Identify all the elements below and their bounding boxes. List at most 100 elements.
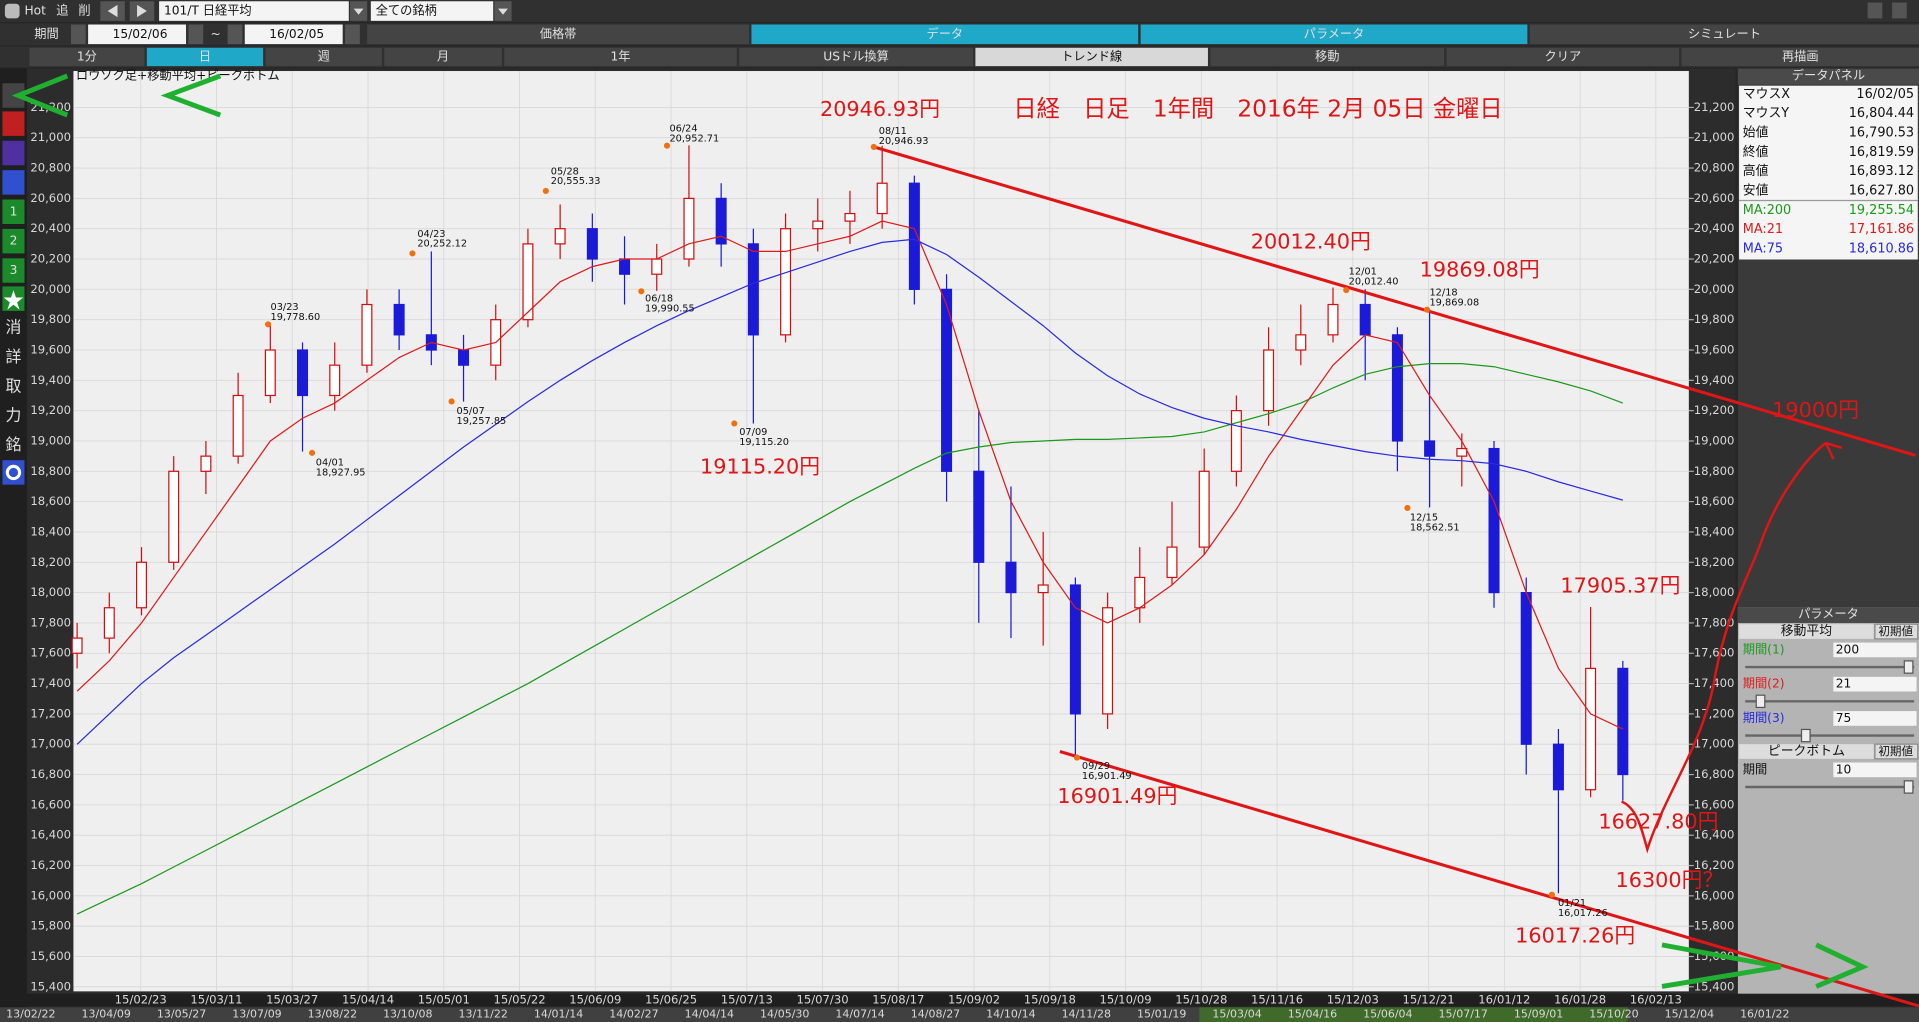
section-title: 移動平均 (1781, 624, 1832, 639)
symbol-box[interactable] (159, 1, 349, 21)
ma-line (76, 363, 1624, 915)
slider-thumb[interactable] (1755, 694, 1766, 709)
slider-thumb[interactable] (1800, 728, 1811, 743)
param-input[interactable] (1833, 762, 1917, 778)
y-tick-label: 18,000 (1694, 585, 1735, 599)
tool-label[interactable]: 銘 (6, 435, 22, 454)
peak-dot (264, 321, 272, 328)
reset-button[interactable] (1874, 743, 1919, 760)
start-prev[interactable] (70, 24, 86, 45)
y-tick-label: 16,800 (1694, 767, 1735, 781)
y-tick-label: 15,400 (1694, 979, 1735, 993)
peak-dot (1423, 306, 1431, 313)
x-tick-label: 15/09/18 (1024, 992, 1076, 1006)
navigator-selection[interactable] (1199, 1007, 1628, 1022)
tool-icon[interactable] (2, 111, 25, 136)
param-input[interactable] (1833, 711, 1917, 726)
candle-body (1069, 584, 1081, 715)
slider-thumb[interactable] (1903, 780, 1914, 794)
tool-icon[interactable] (2, 170, 25, 195)
y-tick-label: 21,000 (1694, 130, 1735, 144)
y-tick-label-left: 17,800 (30, 615, 71, 629)
y-tick-label-left: 16,000 (30, 888, 71, 902)
param-label: 期間 (1743, 762, 1767, 776)
delete-button[interactable]: 削 (78, 4, 90, 18)
x-tick-label: 15/06/09 (569, 992, 621, 1006)
slider-thumb[interactable] (1903, 660, 1914, 674)
star-icon (3, 290, 24, 310)
candle-body (619, 258, 631, 275)
button[interactable] (1446, 47, 1680, 67)
tool-icon[interactable] (2, 460, 25, 485)
y-tick-label: 17,200 (1694, 706, 1735, 720)
button-label: クリア (1545, 49, 1582, 63)
candle-body (1198, 470, 1210, 548)
period-label: 期間 (34, 27, 58, 41)
button[interactable] (1681, 47, 1919, 67)
button-label: 月 (437, 49, 449, 63)
button[interactable] (504, 47, 737, 67)
button[interactable] (975, 47, 1208, 67)
button-label: 移動 (1315, 49, 1339, 63)
tab[interactable] (1140, 24, 1528, 45)
data-panel-title: データパネル (1792, 67, 1865, 82)
tool-icon[interactable] (2, 140, 25, 166)
peak-dot (1073, 754, 1081, 761)
x-tick-label: 15/07/30 (796, 992, 848, 1006)
tab[interactable] (1529, 24, 1919, 45)
tab[interactable] (751, 24, 1139, 45)
peak-value: 19,257.85 (456, 416, 506, 427)
section-header (1739, 744, 1874, 759)
candle-body (941, 288, 953, 472)
reset-button[interactable] (1874, 623, 1919, 640)
navigator-label: 13/10/08 (383, 1008, 432, 1021)
candle-body (71, 637, 83, 654)
tool-icon[interactable] (2, 258, 25, 283)
candle-body (747, 243, 759, 336)
candle-body (1552, 743, 1564, 791)
start-next[interactable] (188, 24, 204, 45)
param-input[interactable] (1833, 676, 1917, 692)
add-button[interactable]: 追 (56, 3, 68, 18)
tab[interactable] (367, 24, 749, 45)
button[interactable] (146, 47, 264, 67)
y-tick-label-left: 19,000 (30, 433, 71, 447)
button[interactable] (265, 47, 382, 67)
candle-body (168, 470, 180, 563)
param-input[interactable] (1833, 642, 1917, 658)
button[interactable] (29, 47, 145, 67)
reset-label: 初期値 (1878, 624, 1913, 638)
tool-label[interactable]: 取 (6, 376, 22, 395)
end-box[interactable] (244, 24, 343, 45)
y-tick-label-left: 19,800 (30, 312, 71, 326)
hot-icon[interactable] (4, 3, 20, 19)
end-next[interactable] (345, 24, 360, 45)
tool-icon[interactable] (2, 228, 25, 254)
tab-label: パラメータ (1304, 27, 1365, 41)
candle-body (651, 258, 663, 275)
param-label: 期間(1) (1743, 642, 1785, 656)
peak-dot (731, 420, 738, 427)
button[interactable] (384, 47, 502, 67)
start-box[interactable] (88, 24, 187, 45)
window-button[interactable] (1867, 2, 1883, 19)
x-tick-label: 15/03/11 (190, 992, 242, 1006)
hot-button[interactable]: Hot (24, 4, 46, 18)
y-tick-label-left: 18,400 (30, 524, 71, 538)
y-tick-label-left: 20,400 (30, 221, 71, 235)
y-tick-label: 19,600 (1694, 343, 1735, 357)
universe-box[interactable] (370, 1, 494, 21)
tool-icon[interactable] (2, 199, 25, 225)
peak-date: 03/23 (270, 302, 298, 313)
button[interactable] (739, 47, 973, 67)
param-panel-title: パラメータ (1798, 607, 1859, 621)
button[interactable] (1210, 47, 1445, 67)
next-icon (137, 4, 147, 18)
tool-label[interactable]: 消 (6, 318, 22, 337)
end-prev[interactable] (227, 24, 243, 45)
tool-label[interactable]: 力 (6, 406, 22, 425)
x-tick-label: 15/05/22 (493, 992, 545, 1006)
y-tick-label-left: 17,600 (30, 646, 71, 660)
tool-label[interactable]: 詳 (6, 347, 22, 366)
window-button[interactable] (1892, 2, 1907, 19)
